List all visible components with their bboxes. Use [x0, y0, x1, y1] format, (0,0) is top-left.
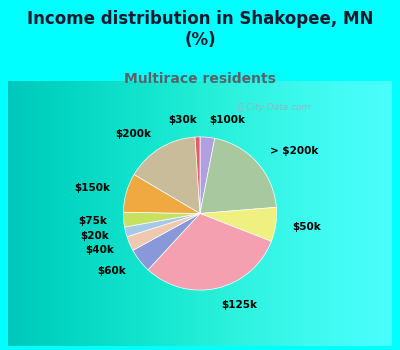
Wedge shape: [125, 214, 200, 237]
Wedge shape: [133, 214, 200, 270]
Wedge shape: [134, 137, 200, 214]
Text: $150k: $150k: [74, 183, 110, 193]
Text: Multirace residents: Multirace residents: [124, 72, 276, 86]
Text: > $200k: > $200k: [270, 146, 318, 156]
Text: ⓘ City-Data.com: ⓘ City-Data.com: [238, 103, 311, 112]
Wedge shape: [200, 137, 215, 214]
Wedge shape: [200, 207, 277, 241]
Text: $30k: $30k: [168, 115, 197, 125]
Text: Income distribution in Shakopee, MN
(%): Income distribution in Shakopee, MN (%): [27, 10, 373, 49]
Text: $50k: $50k: [292, 222, 321, 232]
Text: $20k: $20k: [80, 231, 109, 241]
Text: $125k: $125k: [221, 300, 257, 309]
Wedge shape: [127, 214, 200, 250]
Wedge shape: [200, 138, 276, 214]
Text: $60k: $60k: [98, 266, 126, 276]
Wedge shape: [123, 212, 200, 227]
Wedge shape: [124, 175, 200, 214]
Wedge shape: [195, 137, 200, 214]
Wedge shape: [148, 214, 271, 290]
Text: $100k: $100k: [209, 116, 245, 126]
Text: $200k: $200k: [115, 129, 151, 139]
Text: $75k: $75k: [78, 216, 107, 226]
Text: $40k: $40k: [85, 245, 114, 255]
